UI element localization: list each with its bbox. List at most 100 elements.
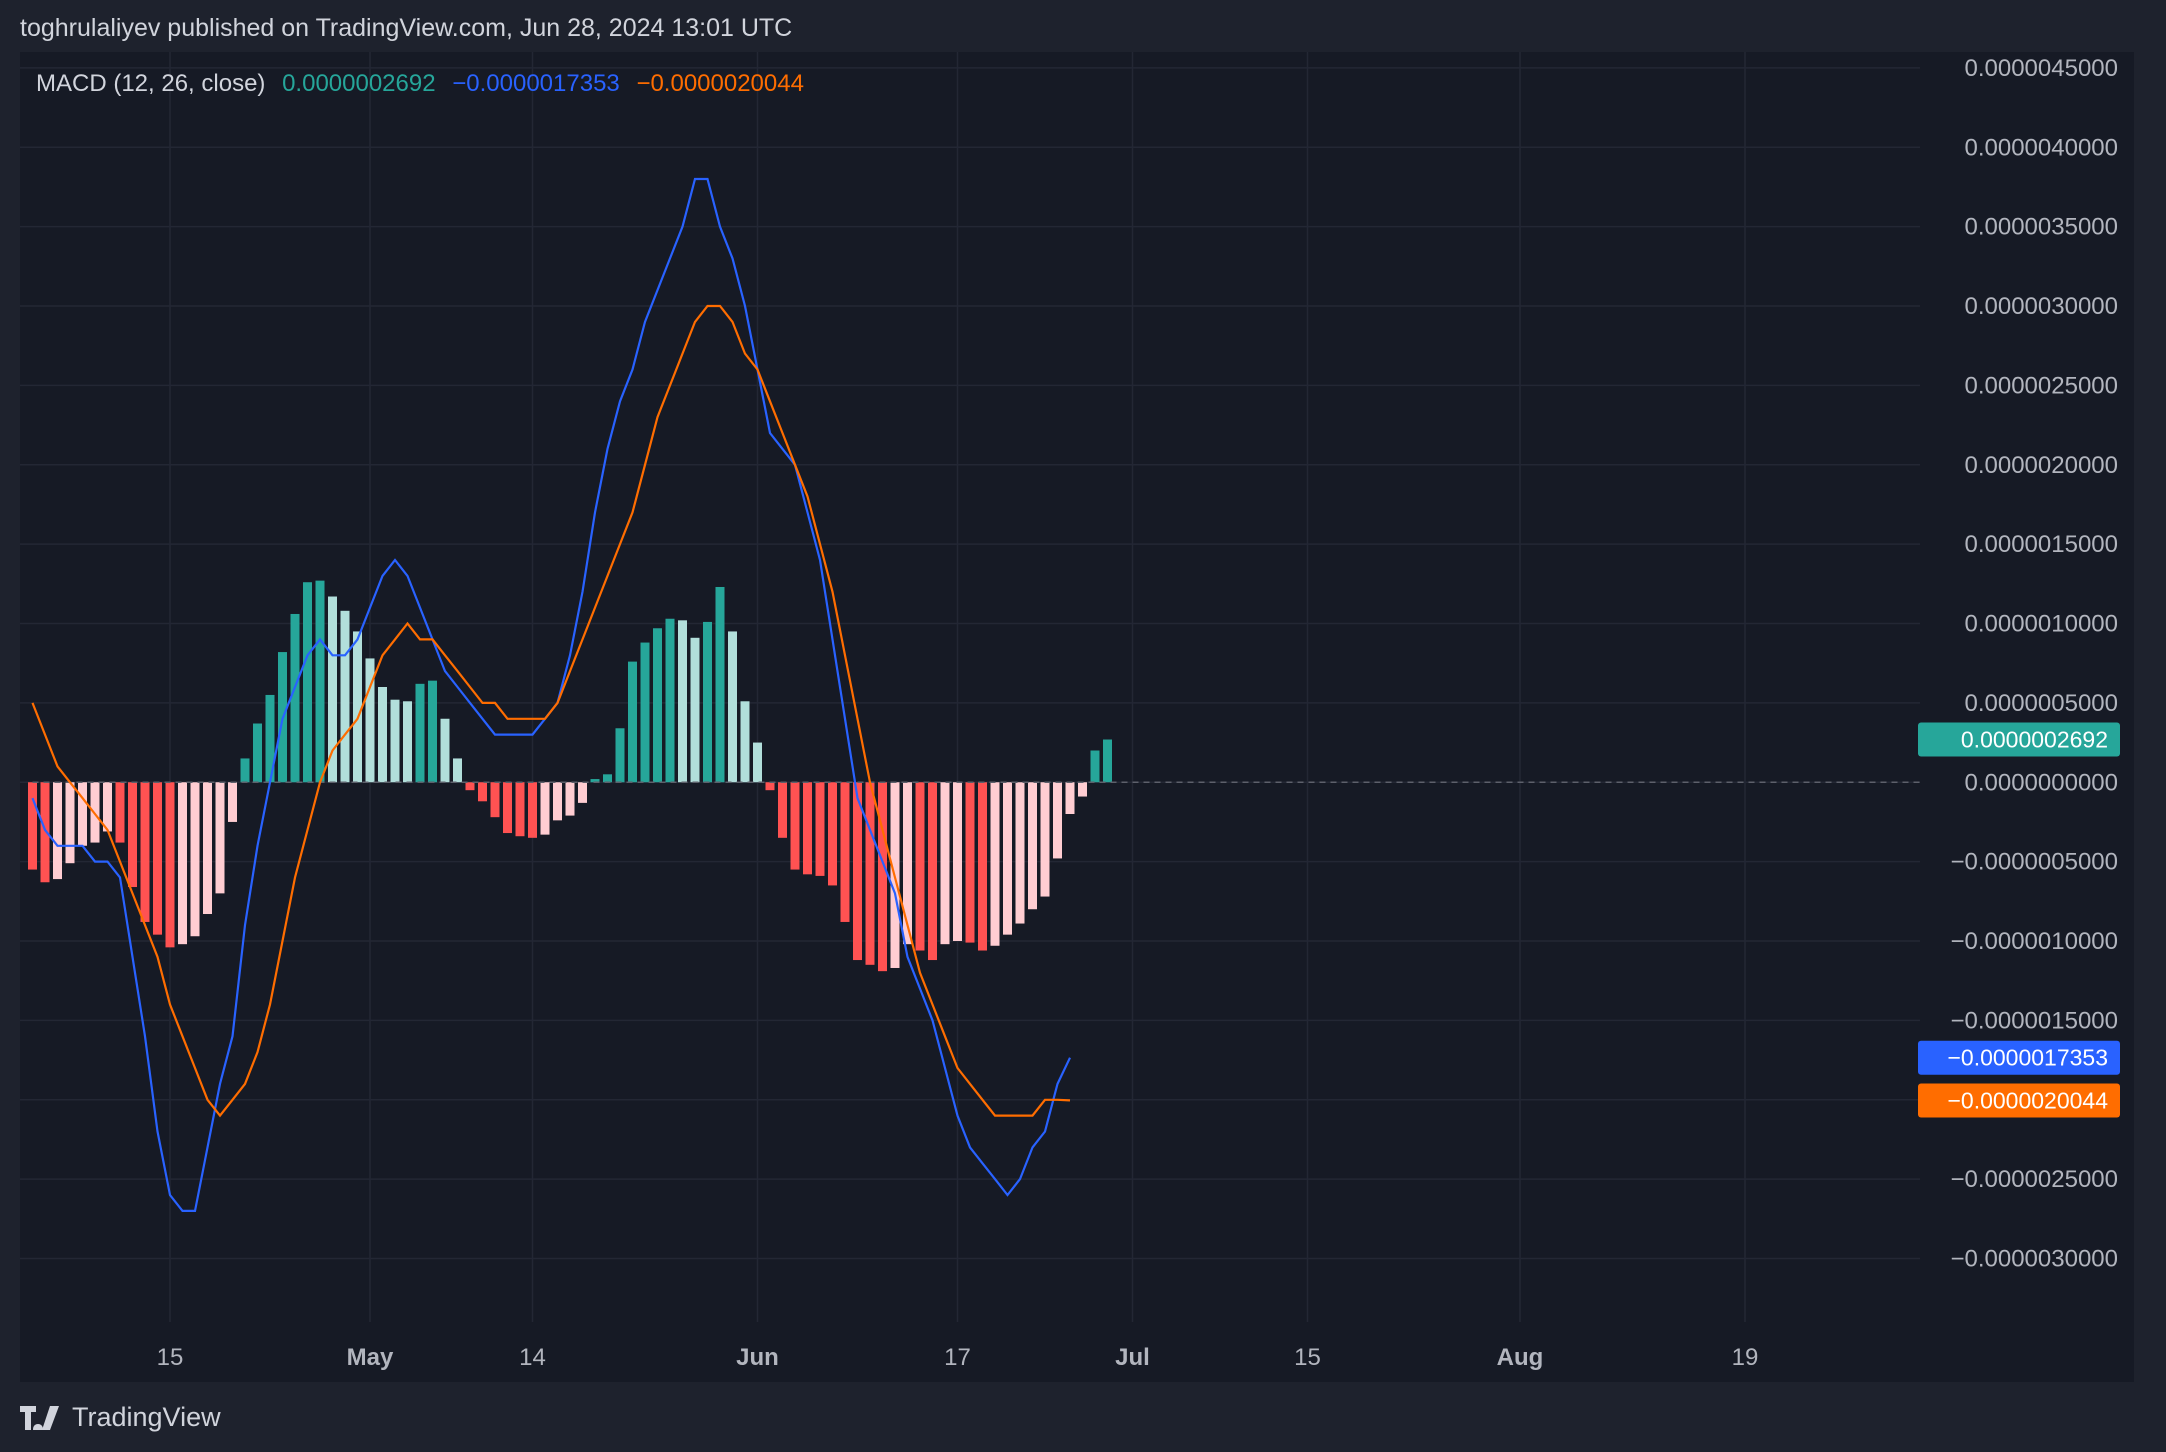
histogram-bar: [178, 782, 187, 945]
histogram-bar: [1015, 782, 1025, 924]
histogram-bar: [478, 782, 487, 802]
histogram-bar: [665, 618, 675, 783]
histogram-bar: [528, 782, 537, 838]
histogram-bar: [203, 782, 212, 915]
histogram-bar: [465, 782, 475, 791]
histogram-bar: [628, 661, 637, 783]
histogram-bar: [553, 782, 562, 821]
histogram-bar: [140, 782, 150, 922]
histogram-bar: [953, 782, 962, 941]
histogram-bar: [790, 782, 800, 870]
histogram-bar: [53, 782, 62, 880]
footer-brand[interactable]: TradingView: [20, 1402, 221, 1433]
histogram-bar: [440, 718, 450, 783]
y-tick-label: 0.0000010000: [1965, 611, 2119, 638]
x-axis: 15 May 14 Jun 17 Jul 15 Aug 19: [157, 1344, 1759, 1371]
histogram-bar: [690, 637, 700, 783]
histogram-bar: [753, 742, 762, 783]
y-tick-label: 0.0000015000: [1965, 531, 2119, 558]
histogram-bar: [1028, 782, 1037, 910]
footer-brand-text: TradingView: [72, 1402, 221, 1432]
y-tick-label: 0.0000035000: [1965, 214, 2119, 241]
macd-price-tag-bg: [1918, 1040, 2120, 1075]
y-tick-label: 0.0000025000: [1965, 372, 2119, 399]
indicator-legend[interactable]: MACD (12, 26, close) 0.0000002692 −0.000…: [36, 70, 814, 98]
x-tick-label: Jul: [1115, 1344, 1150, 1371]
histogram-bar: [215, 782, 225, 894]
histogram-bar: [578, 782, 587, 803]
histogram-bar: [228, 782, 237, 822]
histogram-bar: [715, 586, 725, 783]
histogram-bar: [678, 620, 687, 783]
legend-histogram-value: 0.0000002692: [282, 70, 436, 97]
histogram-bar: [1065, 782, 1075, 814]
histogram-bar: [190, 782, 200, 937]
histogram-bar: [1103, 739, 1112, 783]
histogram-bar: [153, 782, 162, 935]
histogram-bar: [353, 631, 362, 783]
histogram-bar: [965, 782, 975, 943]
histogram-bar: [1053, 782, 1062, 859]
histogram-bar: [103, 782, 112, 832]
histogram-bar: [315, 580, 325, 783]
histogram-bar: [415, 683, 425, 783]
price-tags: 0.0000002692 −0.0000017353 −0.0000020044: [1918, 722, 2120, 1118]
macd-price-tag-text: −0.0000017353: [1947, 1045, 2108, 1071]
histogram-bar: [915, 782, 925, 951]
histogram-bar: [640, 642, 650, 783]
histogram-bar: [303, 582, 312, 783]
histogram-price-tag-text: 0.0000002692: [1961, 727, 2108, 753]
x-tick-label: 14: [519, 1344, 546, 1371]
histogram-bar: [940, 782, 950, 945]
histogram-bar: [978, 782, 987, 951]
histogram-bar: [290, 613, 300, 783]
x-tick-label: 19: [1732, 1344, 1759, 1371]
histogram-bar: [240, 758, 250, 783]
histogram-bar: [328, 596, 337, 783]
histogram-bar: [1040, 782, 1050, 897]
histogram-bar: [928, 782, 937, 961]
y-tick-label: −0.0000030000: [1950, 1246, 2118, 1273]
signal-price-tag-bg: [1918, 1083, 2120, 1118]
histogram-bar: [540, 782, 550, 835]
histogram-bar: [878, 782, 887, 972]
macd-chart[interactable]: 0.0000045000 0.0000040000 0.0000035000 0.00…: [20, 52, 2134, 1382]
legend-signal-value: −0.0000020044: [636, 70, 804, 97]
histogram-bar: [78, 782, 87, 846]
histogram-bar: [728, 631, 737, 783]
x-tick-label: 15: [157, 1344, 184, 1371]
histogram-bar: [390, 699, 400, 783]
histogram-bar: [703, 621, 712, 783]
y-tick-label: −0.0000025000: [1950, 1166, 2118, 1193]
histogram-price-tag-bg: [1918, 722, 2120, 757]
histogram-bar: [490, 782, 500, 818]
x-tick-label: Jun: [736, 1344, 779, 1371]
legend-indicator-name: MACD (12, 26, close): [36, 70, 266, 97]
histogram-bar: [565, 782, 575, 816]
chart-panel[interactable]: 0.0000045000 0.0000040000 0.0000035000 0.00…: [20, 52, 2134, 1382]
histogram-bar: [165, 782, 175, 948]
x-tick-label: Aug: [1497, 1344, 1544, 1371]
histogram-bar: [28, 782, 37, 870]
publisher-attribution: toghrulaliyev published on TradingView.c…: [20, 14, 793, 42]
histogram-bar: [340, 610, 350, 783]
y-tick-label: 0.0000045000: [1965, 55, 2119, 82]
macd-line: [31, 177, 1071, 1212]
histogram-bar: [803, 782, 812, 875]
y-tick-label: −0.0000010000: [1950, 928, 2118, 955]
x-tick-label: May: [347, 1344, 394, 1371]
histogram-bar: [365, 658, 375, 783]
histogram-bar: [865, 782, 875, 965]
histogram-bar: [1090, 750, 1100, 783]
y-tick-label: 0.0000040000: [1965, 134, 2119, 161]
histogram-bar: [903, 782, 912, 945]
histogram-bar: [428, 680, 437, 783]
signal-line: [31, 304, 1071, 1118]
histogram-bar: [515, 782, 525, 837]
x-tick-label: 17: [944, 1344, 971, 1371]
histogram-bar: [503, 782, 512, 834]
histogram-bar: [615, 728, 625, 783]
y-tick-label: −0.0000005000: [1950, 849, 2118, 876]
histogram-bar: [1003, 782, 1012, 935]
histogram-bar: [653, 628, 662, 783]
